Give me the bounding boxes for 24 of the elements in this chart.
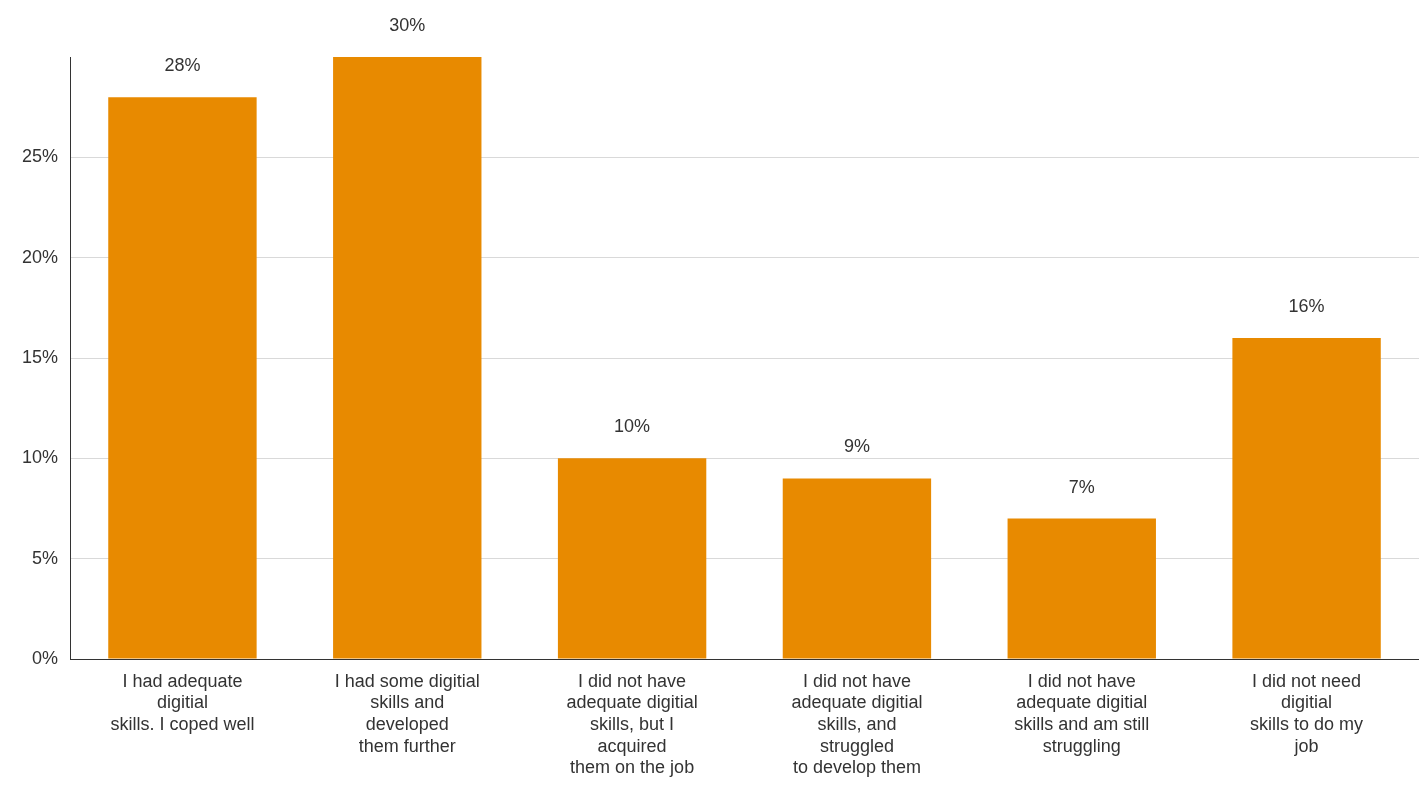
x-tick-label: I had some digitial skills and developed them further: [334, 670, 480, 756]
x-tick-label: I did not need digitial skills to do my job: [1250, 670, 1364, 756]
data-label: 9%: [843, 436, 870, 457]
bar: [1007, 518, 1156, 659]
y-tick-label: 10%: [22, 447, 59, 468]
y-tick-label: 5%: [32, 547, 59, 568]
data-label: 30%: [389, 14, 426, 35]
data-label: 10%: [614, 416, 651, 437]
y-tick-label: 15%: [22, 346, 59, 367]
y-tick-label: 25%: [22, 146, 59, 167]
data-label: 28%: [164, 55, 201, 76]
y-tick-label: 0%: [32, 647, 59, 668]
data-label: 7%: [1068, 476, 1095, 497]
bar: [782, 478, 932, 659]
x-tick-label: I did not have adequate digitial skills, and struggled to develop them: [791, 670, 923, 778]
y-tick-label: 20%: [22, 246, 59, 267]
data-label: 16%: [1288, 295, 1325, 316]
bar: [557, 458, 707, 659]
bar: [108, 97, 257, 659]
x-tick-label: I did not have adequate digitial skills, but I acquired them on the job: [566, 670, 698, 778]
x-tick-label: I had adequate digitial skills. I coped well: [110, 670, 255, 734]
bar: [1232, 337, 1381, 659]
x-tick-label: I did not have adequate digitial skills and am still struggling: [1014, 670, 1150, 756]
bar: [333, 57, 482, 659]
